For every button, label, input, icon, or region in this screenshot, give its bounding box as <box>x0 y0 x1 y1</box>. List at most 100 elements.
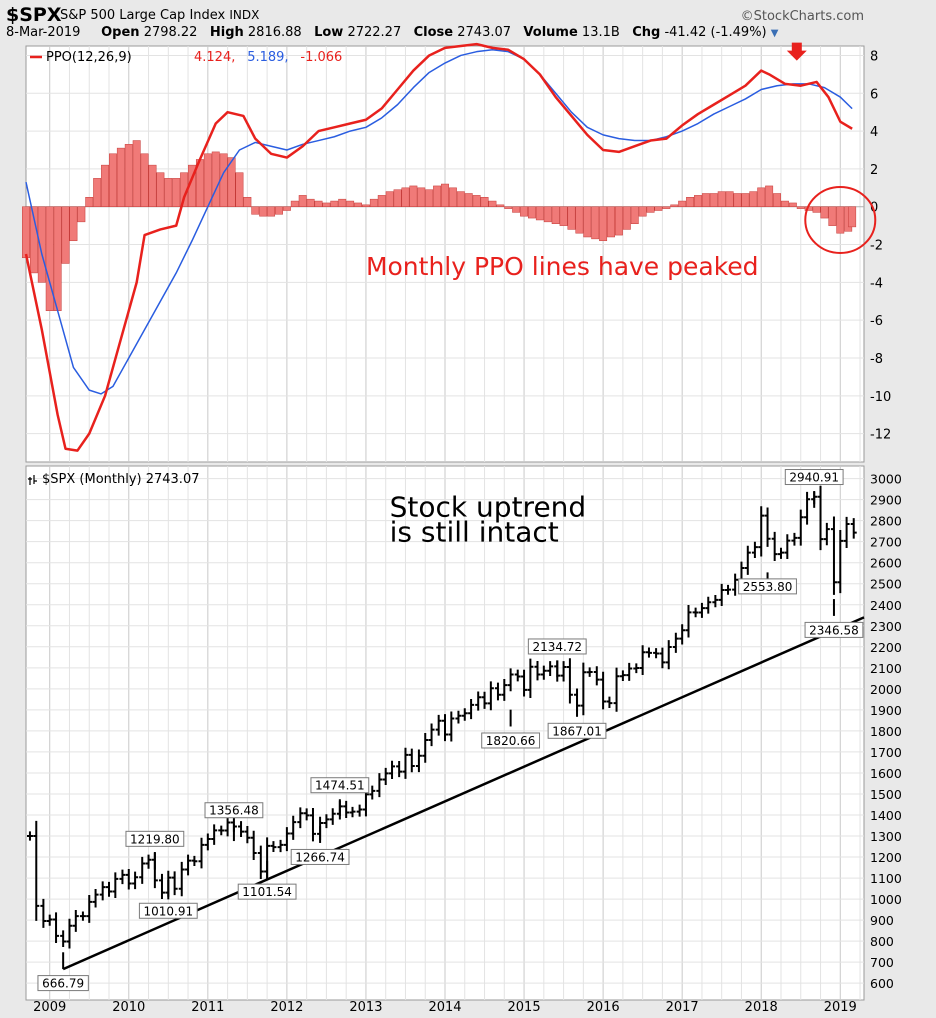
x-tick-label: 2013 <box>349 1000 382 1015</box>
x-tick-label: 2010 <box>112 1000 145 1015</box>
date-text: 8-Mar-2019 <box>6 25 81 40</box>
ppo-y-tick-label: -10 <box>870 390 891 405</box>
x-tick-label: 2017 <box>666 1000 699 1015</box>
ppo-histogram-bar <box>780 200 789 207</box>
value-callout-label: 1820.66 <box>486 734 536 748</box>
value-callout: 1356.48 <box>204 802 264 819</box>
price-bar <box>86 895 93 923</box>
close-label: Close <box>413 25 454 40</box>
price-bar <box>791 532 798 546</box>
price-bar <box>46 914 53 926</box>
ppo-histogram-bar <box>172 178 181 207</box>
ppo-histogram-bar <box>848 206 857 228</box>
chg-value: -41.42 (-1.49%) <box>664 25 767 40</box>
value-callout: 1101.54 <box>237 883 297 900</box>
price-bar <box>705 596 712 614</box>
price-bar <box>455 710 462 724</box>
price-bar <box>106 881 113 897</box>
price-annotation-text: Stock uptrend <box>390 490 587 523</box>
value-callout-box <box>310 777 370 794</box>
price-bar <box>297 807 304 829</box>
value-callout: 1266.74 <box>290 848 350 865</box>
ppo-histogram-bar <box>156 172 165 207</box>
price-bar <box>238 821 245 837</box>
volume-value: 13.1B <box>581 25 620 40</box>
price-y-tick-label: 2300 <box>870 619 902 634</box>
price-y-tick-label: 1300 <box>870 829 902 844</box>
ppo-histogram-bar <box>622 206 631 230</box>
price-bar <box>329 808 336 825</box>
price-y-tick-label: 900 <box>870 913 894 928</box>
price-y-tick-label: 1800 <box>870 724 902 739</box>
ppo-histogram-bar <box>203 153 212 207</box>
ppo-histogram-bar <box>733 193 742 207</box>
price-bar <box>211 824 218 845</box>
ppo-histogram-bar <box>741 193 750 207</box>
ppo-histogram-bar <box>646 206 655 213</box>
ppo-y-tick-label: 8 <box>870 49 878 64</box>
open-value: 2798.22 <box>143 25 198 40</box>
ppo-histogram-bar <box>61 206 70 264</box>
chart-header: $SPX S&P 500 Large Cap Index INDX ©Stock… <box>6 4 930 26</box>
description-text: S&P 500 Large Cap Index <box>60 8 226 23</box>
price-bar <box>283 827 290 852</box>
ppo-histogram-bar <box>148 164 157 207</box>
ppo-histogram-bar <box>575 206 584 234</box>
ppo-y-tick-label: 6 <box>870 87 878 102</box>
value-callout-box <box>37 975 89 992</box>
x-tick-label: 2015 <box>508 1000 541 1015</box>
price-bar <box>382 767 389 786</box>
price-bar <box>257 845 264 879</box>
ppo-histogram-bar <box>717 191 726 207</box>
price-y-tick-label: 1700 <box>870 745 902 760</box>
price-bar <box>732 573 739 596</box>
price-y-tick-label: 600 <box>870 976 894 991</box>
ppo-histogram-bar <box>749 191 758 207</box>
x-tick-label: 2016 <box>587 1000 620 1015</box>
ppo-histogram-bar <box>488 200 497 207</box>
price-bar <box>712 594 719 608</box>
price-bar <box>850 518 857 539</box>
price-bar <box>309 808 316 842</box>
ppo-histogram-bar <box>701 193 710 207</box>
ppo-histogram-bar <box>496 204 505 207</box>
ppo-histogram-bar <box>836 206 845 234</box>
value-callout-label: 1474.51 <box>315 779 365 793</box>
price-bar <box>521 669 528 697</box>
price-bar <box>665 640 672 670</box>
volume-label: Volume <box>523 25 578 40</box>
ppo-histogram-bar <box>409 185 418 207</box>
price-bar <box>758 506 765 557</box>
ppo-histogram-bar <box>472 195 481 207</box>
price-bar <box>191 855 198 866</box>
ppo-histogram-bar <box>694 195 702 207</box>
price-y-tick-label: 800 <box>870 934 894 949</box>
chevron-down-icon[interactable]: ▼ <box>770 28 779 39</box>
x-tick-label: 2011 <box>191 1000 224 1015</box>
value-callout: 2553.80 <box>738 578 797 595</box>
price-bar <box>784 534 791 560</box>
ppo-histogram-bar <box>757 187 766 207</box>
ppo-histogram-bar <box>614 206 623 236</box>
value-callout-label: 1101.54 <box>242 885 292 899</box>
value-callout-label: 1219.80 <box>130 832 180 846</box>
low-value: 2722.27 <box>347 25 402 40</box>
price-bar <box>224 816 231 837</box>
price-bar <box>171 871 178 896</box>
value-callout-box <box>481 732 541 749</box>
price-y-tick-label: 2100 <box>870 661 902 676</box>
ppo-histogram-bar <box>85 197 94 207</box>
ppo-histogram-bar <box>282 206 291 211</box>
value-callout: 1820.66 <box>481 732 541 749</box>
ppo-histogram-bar <box>393 189 402 207</box>
value-callout-box <box>138 902 198 919</box>
watermark[interactable]: ©StockCharts.com <box>740 9 864 24</box>
ppo-histogram-bar <box>654 206 663 211</box>
price-bar <box>817 485 824 551</box>
ppo-histogram-bar <box>251 206 260 215</box>
ppo-histogram-bar <box>528 206 536 219</box>
ppo-histogram-bar <box>275 206 283 215</box>
price-bar <box>323 814 330 829</box>
ppo-histogram-bar <box>709 193 718 207</box>
price-bar <box>744 545 751 575</box>
